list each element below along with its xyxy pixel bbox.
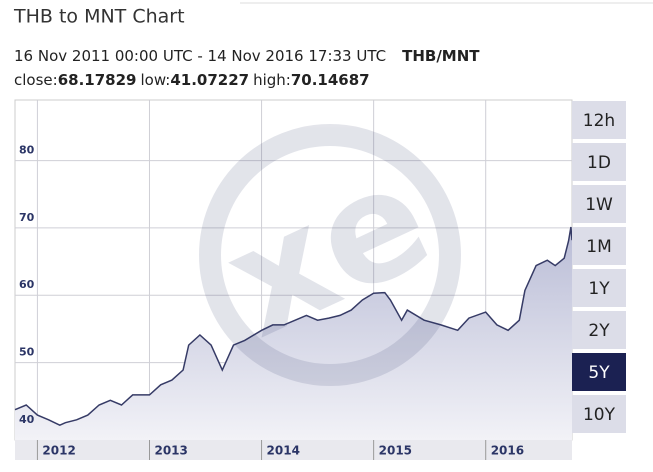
range-button[interactable]: 5Y: [572, 353, 626, 391]
button-bg: [572, 353, 626, 391]
button-bg: [572, 185, 626, 223]
button-bg: [572, 227, 626, 265]
button-label: 12h: [583, 111, 615, 131]
range-button[interactable]: 1M: [572, 227, 626, 265]
y-tick-label: 60: [19, 278, 35, 291]
button-bg: [572, 395, 626, 433]
button-label: 10Y: [583, 405, 616, 425]
x-tick-label: 2016: [491, 444, 524, 458]
range-button[interactable]: 12h: [572, 101, 626, 139]
period: 16 Nov 2011 00:00 UTC - 14 Nov 2016 17:3…: [14, 47, 386, 65]
button-label: 1D: [587, 153, 611, 173]
area-fill: [15, 227, 572, 440]
stat-value: 41.07227: [170, 71, 249, 89]
x-tick-label: 2012: [42, 444, 75, 458]
button-bg: [572, 311, 626, 349]
line: [14, 226, 573, 427]
button-bg: [572, 143, 626, 181]
x-tick-label: 2013: [154, 444, 187, 458]
y-tick-label: 70: [19, 211, 35, 224]
button-bg: [572, 101, 626, 139]
stat-label: close:: [14, 71, 58, 89]
stat-value: 68.17829: [58, 71, 137, 89]
button-bg: [572, 269, 626, 307]
stat-value: 70.14687: [291, 71, 370, 89]
button-label: 1Y: [588, 279, 610, 299]
y-tick-label: 40: [19, 413, 35, 426]
button-label: 5Y: [588, 363, 610, 383]
range-button[interactable]: 1Y: [572, 269, 626, 307]
range-button[interactable]: 2Y: [572, 311, 626, 349]
y-tick-label: 80: [19, 144, 35, 157]
button-label: 1W: [585, 195, 613, 215]
button-label: 2Y: [588, 321, 610, 341]
pair: THB/MNT: [402, 47, 480, 65]
stat-label: high:: [253, 71, 291, 89]
x-axis-band: [15, 440, 572, 460]
stat-label: low:: [140, 71, 170, 89]
title: THB to MNT Chart: [13, 6, 185, 28]
range-button[interactable]: 1D: [572, 143, 626, 181]
stats: close:68.17829 low:41.07227 high:70.14687: [14, 71, 370, 89]
range-button[interactable]: 1W: [572, 185, 626, 223]
x-tick-label: 2014: [267, 444, 300, 458]
subtitle: 16 Nov 2011 00:00 UTC - 14 Nov 2016 17:3…: [14, 47, 480, 65]
y-tick-label: 50: [19, 346, 35, 359]
range-button[interactable]: 10Y: [572, 395, 626, 433]
x-tick-label: 2015: [379, 444, 412, 458]
button-label: 1M: [586, 237, 611, 257]
watermark: xe: [199, 124, 461, 386]
